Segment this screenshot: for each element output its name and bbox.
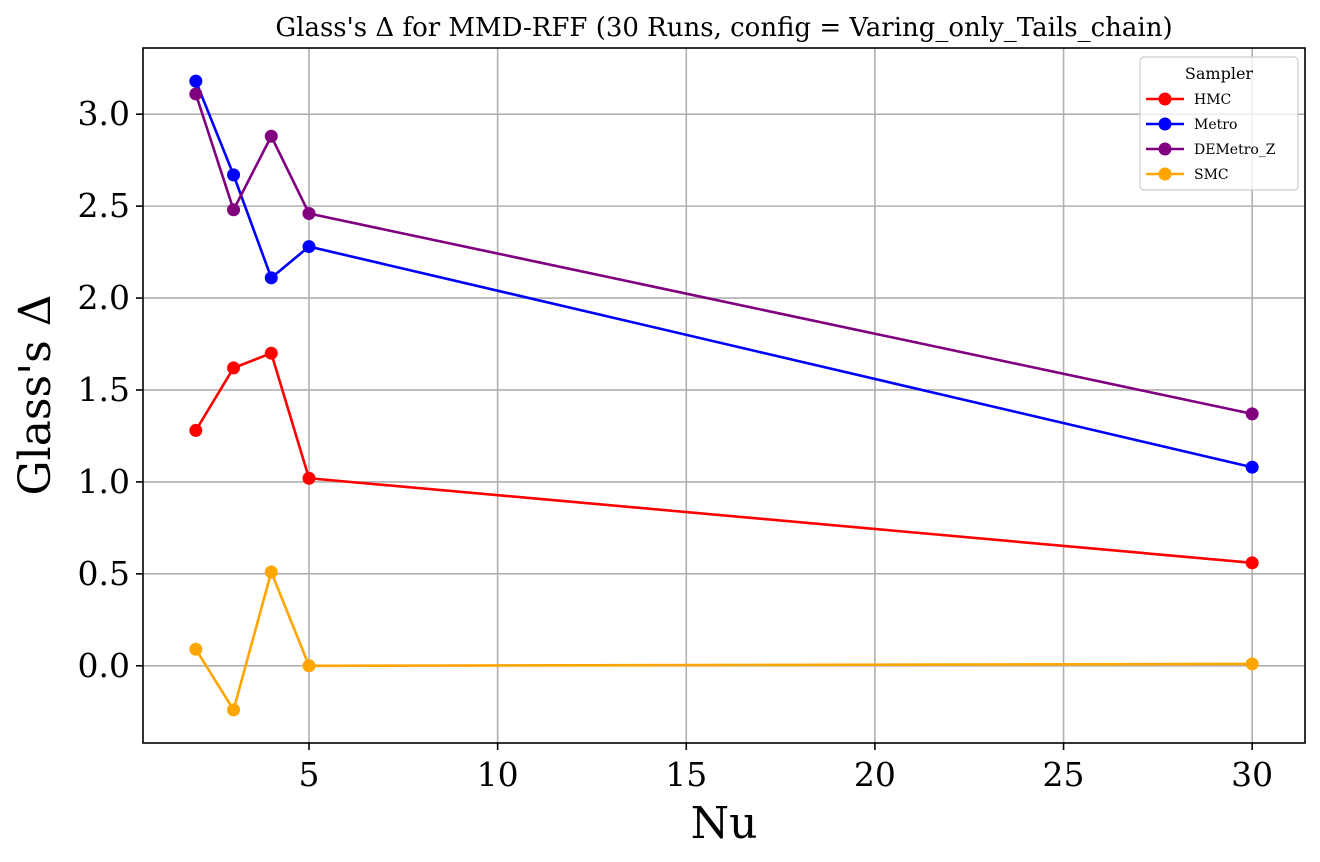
data-point-demetro-z	[227, 203, 241, 217]
data-point-hmc	[302, 471, 316, 485]
legend-label-hmc: HMC	[1194, 92, 1231, 108]
data-point-hmc	[227, 361, 241, 375]
legend-marker-metro	[1158, 117, 1172, 131]
data-point-metro	[264, 271, 278, 285]
x-tick-label: 15	[665, 755, 707, 794]
chart-title: Glass's Δ for MMD-RFF (30 Runs, config =…	[275, 13, 1172, 43]
x-tick-label: 10	[477, 755, 519, 794]
data-point-metro	[189, 74, 203, 88]
data-point-demetro-z	[264, 129, 278, 143]
legend-entries: HMC Metro DEMetro_Z SMC	[1146, 92, 1276, 183]
legend-title: Sampler	[1185, 64, 1254, 83]
series-smc	[189, 565, 1259, 717]
y-tick-label: 2.5	[78, 186, 130, 225]
legend-label-demetro-z: DEMetro_Z	[1194, 142, 1276, 158]
data-point-metro	[1245, 460, 1259, 474]
data-point-hmc	[264, 346, 278, 360]
x-tick-label: 5	[299, 755, 320, 794]
legend-entry-metro: Metro	[1146, 117, 1237, 133]
series-line-metro	[194, 80, 1253, 469]
data-point-demetro-z	[189, 87, 203, 101]
legend-marker-demetro-z	[1158, 142, 1172, 156]
data-point-hmc	[189, 423, 203, 437]
data-point-smc	[189, 642, 203, 656]
series-line-hmc	[194, 351, 1253, 565]
y-axis: 0.0 0.5 1.0 1.5 2.0 2.5 3.0	[78, 94, 143, 685]
legend-entry-hmc: HMC	[1146, 92, 1231, 108]
series-layer	[189, 74, 1259, 717]
data-point-smc	[227, 703, 241, 717]
legend-entry-demetro-z: DEMetro_Z	[1146, 142, 1276, 158]
data-point-smc	[1245, 657, 1259, 671]
series-line-smc	[194, 570, 1253, 712]
x-tick-label: 20	[854, 755, 896, 794]
legend-label-smc: SMC	[1194, 167, 1229, 183]
x-tick-label: 25	[1043, 755, 1085, 794]
data-point-demetro-z	[302, 206, 316, 220]
legend-marker-smc	[1158, 167, 1172, 181]
series-hmc	[189, 346, 1259, 570]
data-point-metro	[227, 168, 241, 182]
series-demetro-z	[189, 87, 1259, 421]
data-point-smc	[302, 659, 316, 673]
series-line-demetro-z	[194, 93, 1253, 416]
legend-marker-hmc	[1158, 92, 1172, 106]
data-point-metro	[302, 240, 316, 254]
series-metro	[189, 74, 1259, 474]
x-tick-label: 30	[1231, 755, 1273, 794]
legend-frame	[1139, 56, 1299, 191]
y-tick-label: 1.0	[78, 462, 130, 501]
grid	[143, 48, 1305, 743]
y-tick-label: 2.0	[78, 278, 130, 317]
y-tick-label: 0.5	[78, 554, 130, 593]
y-tick-label: 3.0	[78, 94, 130, 133]
data-point-demetro-z	[1245, 407, 1259, 421]
data-point-hmc	[1245, 556, 1259, 570]
legend-entry-smc: SMC	[1146, 167, 1229, 183]
x-axis: 5 10 15 20 25 30	[299, 743, 1273, 794]
legend: Sampler HMC Metro DEMetro_Z SMC	[1139, 56, 1299, 191]
y-axis-label: Glass's Δ	[10, 294, 61, 495]
plot-area-frame	[142, 47, 1306, 744]
legend-label-metro: Metro	[1194, 117, 1237, 133]
y-tick-label: 1.5	[78, 370, 130, 409]
data-point-smc	[264, 565, 278, 579]
x-axis-label: Nu	[691, 798, 758, 849]
y-tick-label: 0.0	[78, 646, 130, 685]
